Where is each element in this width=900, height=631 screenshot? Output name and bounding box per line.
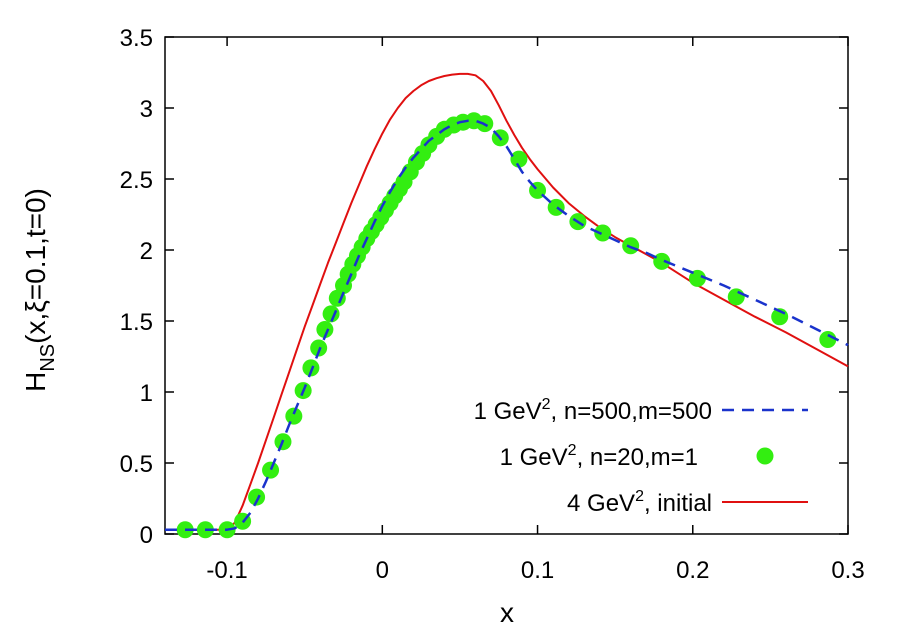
x-tick-label: 0.1 bbox=[521, 557, 554, 584]
data-point bbox=[302, 359, 320, 377]
y-axis-title-subscript: NS bbox=[37, 344, 59, 372]
data-point bbox=[310, 339, 328, 357]
data-point bbox=[819, 330, 837, 348]
legend-label-points-sup: 2 bbox=[568, 442, 577, 459]
y-tick-label: 3 bbox=[140, 96, 153, 123]
data-point bbox=[622, 237, 640, 255]
data-point bbox=[727, 288, 745, 306]
series-line-dashed bbox=[165, 119, 849, 531]
x-axis-ticks: -0.1 0 0.1 0.2 0.3 bbox=[206, 37, 865, 584]
x-tick-label: 0.3 bbox=[831, 557, 864, 584]
y-axis-title: HNS(x,ξ=0.1,t=0) bbox=[20, 188, 59, 392]
plot-frame bbox=[164, 36, 849, 535]
x-axis-title: x bbox=[500, 597, 514, 628]
legend: 1 GeV2, n=500,m=500 1 GeV2, n=20,m=1 4 G… bbox=[474, 396, 808, 517]
legend-label-solid-pre: 4 GeV bbox=[567, 490, 635, 517]
legend-label-dashed: 1 GeV2, n=500,m=500 bbox=[474, 396, 712, 425]
y-tick-label: 1.5 bbox=[120, 309, 153, 336]
legend-label-solid-sup: 2 bbox=[635, 488, 644, 505]
legend-label-points-pre: 1 GeV bbox=[500, 444, 568, 471]
y-tick-label: 0.5 bbox=[120, 451, 153, 478]
legend-label-points-post: , n=20,m=1 bbox=[577, 444, 698, 471]
y-tick-label: 2 bbox=[140, 238, 153, 265]
data-point bbox=[653, 252, 671, 270]
series-layer bbox=[165, 72, 849, 539]
y-axis-title-rest: (x,ξ=0.1,t=0) bbox=[20, 188, 51, 344]
y-tick-label: 1 bbox=[140, 380, 153, 407]
data-point bbox=[248, 488, 266, 506]
y-axis-ticks: 0 0.5 1 1.5 2 2.5 3 3.5 bbox=[120, 25, 848, 549]
x-tick-label: -0.1 bbox=[206, 557, 247, 584]
legend-label-solid-post: , initial bbox=[644, 490, 712, 517]
legend-label-points: 1 GeV2, n=20,m=1 bbox=[500, 442, 698, 471]
legend-label-solid: 4 GeV2, initial bbox=[567, 488, 712, 517]
y-axis-title-base: H bbox=[20, 372, 51, 392]
data-point bbox=[262, 461, 280, 479]
data-point bbox=[285, 407, 303, 425]
x-tick-label: 0.2 bbox=[676, 557, 709, 584]
x-tick-label: 0 bbox=[376, 557, 389, 584]
y-tick-label: 0 bbox=[140, 522, 153, 549]
data-point bbox=[594, 224, 612, 242]
data-point bbox=[547, 198, 565, 216]
y-tick-label: 2.5 bbox=[120, 167, 153, 194]
legend-label-dashed-post: , n=500,m=500 bbox=[551, 398, 712, 425]
legend-swatch-points bbox=[756, 447, 774, 465]
data-point bbox=[688, 269, 706, 287]
legend-label-dashed-sup: 2 bbox=[542, 396, 551, 413]
data-point bbox=[316, 321, 334, 339]
data-point bbox=[510, 150, 528, 168]
legend-label-dashed-pre: 1 GeV bbox=[474, 398, 542, 425]
data-point bbox=[322, 305, 340, 323]
y-tick-label: 3.5 bbox=[120, 25, 153, 52]
